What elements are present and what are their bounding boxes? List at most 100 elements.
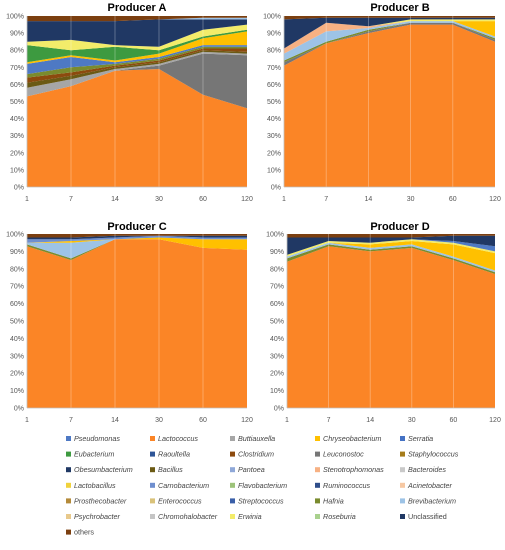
area-stenotrophomonas [284, 21, 495, 54]
legend-label: Clostridium [238, 450, 274, 459]
y-tick-label: 100% [6, 232, 24, 239]
panel-title: Producer C [107, 221, 166, 233]
legend-swatch [230, 451, 235, 457]
y-tick-label: 100% [6, 14, 24, 21]
legend-swatch [150, 514, 155, 519]
legend-label: Enterococcus [158, 496, 202, 505]
area-hafnia [287, 244, 495, 274]
legend-label: Pseudomonas [74, 434, 120, 443]
legend-label: others [74, 528, 94, 537]
y-tick-label: 50% [10, 319, 24, 326]
legend-item-pantoea: Pantoea [230, 465, 265, 474]
legend-label: Streptococcus [238, 496, 284, 505]
y-tick-label: 50% [270, 319, 284, 326]
y-tick-label: 80% [10, 48, 24, 55]
y-tick-label: 80% [267, 48, 281, 55]
legend-item-pseudomonas: Pseudomonas [66, 434, 120, 443]
legend-swatch [150, 498, 155, 504]
y-tick-label: 50% [267, 99, 281, 106]
area-chryseobacterium [27, 237, 247, 250]
legend-label: Flavobacterium [238, 481, 287, 490]
legend-label: Roseburia [323, 512, 356, 521]
y-tick-label: 30% [267, 133, 281, 140]
area-pseudomonas [27, 45, 247, 75]
area-lactococcus [284, 24, 495, 187]
y-tick-label: 30% [10, 353, 24, 360]
y-tick-label: 90% [10, 249, 24, 256]
x-tick-label: 120 [241, 196, 253, 203]
legend-swatch [315, 514, 320, 519]
area-chryseobacterium [284, 21, 495, 49]
legend-swatch [66, 514, 71, 519]
legend-swatch [400, 467, 405, 473]
area-hafnia [27, 239, 247, 261]
legend-item-enterococcus: Enterococcus [150, 496, 202, 505]
legend-label: Serratia [408, 434, 433, 443]
area-leuconostoc [27, 53, 247, 109]
legend-item-staphylococcus: Staphylococcus [400, 450, 459, 459]
legend-item-bacteroides: Bacteroides [400, 465, 446, 474]
legend-label: Bacillus [158, 465, 183, 474]
y-tick-label: 70% [10, 284, 24, 291]
y-tick-label: 20% [267, 150, 281, 157]
area-lactococcus [287, 246, 495, 408]
legend-swatch [400, 436, 405, 441]
legend-item-stenotrophomonas: Stenotrophomonas [315, 465, 384, 474]
area-others [27, 234, 247, 238]
legend-label: Buttiauxella [238, 434, 275, 443]
y-tick-label: 0% [14, 406, 24, 413]
legend-item-hafnia: Hafnia [315, 496, 344, 505]
area-eubacterium [27, 29, 247, 63]
x-tick-label: 60 [199, 196, 207, 203]
panel-title: Producer A [108, 2, 167, 14]
legend-swatch [66, 498, 71, 504]
legend-swatch [315, 467, 320, 473]
area-others [284, 16, 495, 20]
area-others [27, 16, 247, 22]
legend-swatch [150, 482, 155, 488]
legend-label: Acinetobacter [407, 481, 453, 490]
y-tick-label: 70% [270, 284, 284, 291]
y-tick-label: 100% [266, 232, 284, 239]
legend-label: Unclassified [408, 512, 447, 521]
legend-item-others: others [66, 528, 94, 537]
area-chryseobacterium [287, 241, 495, 271]
legend-label: Psychrobacter [74, 512, 121, 521]
y-tick-label: 40% [10, 336, 24, 343]
legend-label: Bacteroides [408, 465, 446, 474]
legend-item-clostridium: Clostridium [230, 450, 274, 459]
x-tick-label: 7 [327, 417, 331, 424]
legend-label: Raoultella [158, 450, 190, 459]
y-tick-label: 90% [267, 31, 281, 38]
legend: Pseudomonas Lactococcus Buttiauxella Chryse… [66, 434, 459, 537]
area-lactococcus [27, 239, 247, 408]
legend-swatch [66, 451, 71, 457]
y-tick-label: 0% [14, 185, 24, 192]
legend-label: Prosthecobacter [74, 496, 127, 505]
x-tick-label: 14 [366, 417, 374, 424]
y-tick-label: 70% [10, 65, 24, 72]
legend-label: Staphylococcus [408, 450, 459, 459]
y-tick-label: 40% [270, 336, 284, 343]
x-tick-label: 1 [25, 417, 29, 424]
x-tick-label: 7 [324, 196, 328, 203]
y-tick-label: 0% [271, 185, 281, 192]
y-tick-label: 80% [270, 266, 284, 273]
legend-swatch [66, 482, 71, 488]
legend-label: Brevibacterium [408, 496, 456, 505]
x-tick-label: 14 [111, 196, 119, 203]
legend-item-flavobacterium: Flavobacterium [230, 481, 287, 490]
y-tick-label: 20% [270, 371, 284, 378]
legend-item-eubacterium: Eubacterium [66, 450, 114, 459]
legend-label: Obesumbacterium [74, 465, 133, 474]
x-tick-label: 30 [408, 417, 416, 424]
y-tick-label: 0% [274, 406, 284, 413]
area-lactococcus [27, 69, 247, 187]
area-hafnia [284, 22, 495, 63]
legend-item-unclassified: Unclassified [400, 512, 447, 521]
panel-1: Producer A 0% 10% 20% 30% 40% 50% 60% 70% 80% 90% 1… [6, 2, 253, 203]
x-tick-label: 14 [365, 196, 373, 203]
legend-swatch [66, 529, 71, 535]
legend-swatch [66, 467, 71, 473]
